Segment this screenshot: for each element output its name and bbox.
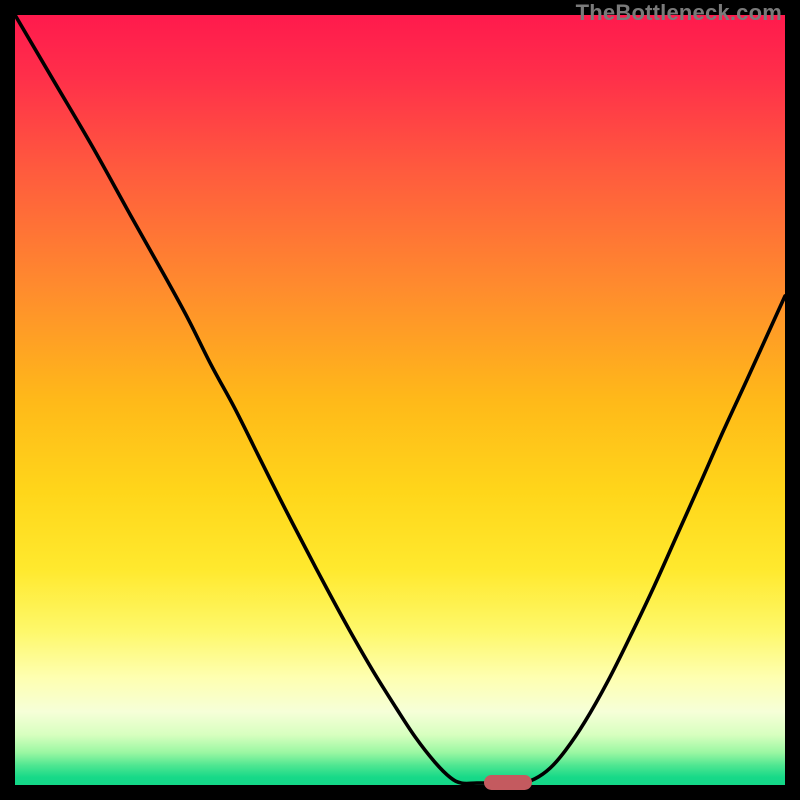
optimal-point-marker (484, 775, 532, 790)
watermark-text: TheBottleneck.com (576, 0, 782, 26)
bottleneck-curve (15, 15, 785, 785)
chart-container: TheBottleneck.com (0, 0, 800, 800)
plot-area (15, 15, 785, 785)
